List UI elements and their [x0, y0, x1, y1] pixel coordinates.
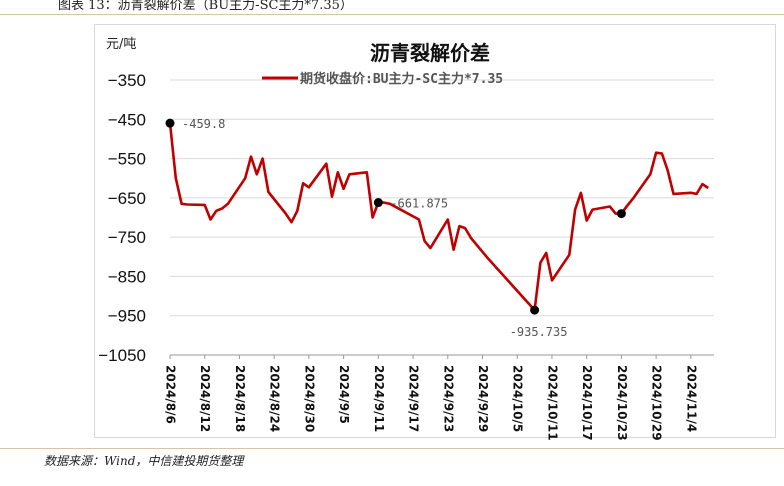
source-note: 数据来源：Wind，中信建投期货整理: [44, 454, 244, 468]
annotation-label: -459.8: [182, 117, 225, 131]
annotation-label: -661.875: [390, 197, 448, 211]
y-tick-label: −650: [108, 189, 146, 208]
legend: 期货收盘价:BU主力-SC主力*7.35: [262, 71, 503, 87]
y-axis-ticks: −350 −450 −550 −650 −750 −850 −950 −1050: [98, 71, 146, 365]
annotation-point: [530, 305, 540, 315]
x-tick-label: 2024/10/29: [650, 365, 664, 441]
figure-caption: 图表 13：沥青裂解价差（BU主力-SC主力*7.35）: [58, 0, 353, 13]
x-tick-label: 2024/10/17: [580, 365, 594, 441]
y-tick-label: −850: [108, 267, 146, 286]
x-tick-label: 2024/8/24: [268, 365, 282, 432]
x-tick-label: 2024/11/4: [684, 365, 698, 432]
series-line: [168, 122, 709, 312]
y-tick-label: −1050: [98, 346, 146, 365]
gridlines: [170, 79, 714, 317]
y-tick-label: −550: [108, 150, 146, 169]
x-tick-label: 2024/10/5: [511, 365, 525, 432]
annotation-point: [165, 118, 175, 128]
y-tick-label: −450: [108, 110, 146, 129]
x-tick-label: 2024/9/11: [372, 365, 386, 432]
x-axis-ticks: 2024/8/6 2024/8/12 2024/8/18 2024/8/24 2024/…: [164, 355, 698, 441]
source-divider: [0, 448, 784, 449]
x-tick-label: 2024/10/23: [615, 365, 629, 441]
x-tick-label: 2024/8/12: [198, 365, 212, 432]
caption-divider: [0, 14, 784, 15]
y-axis-label: 元/吨: [106, 37, 136, 52]
annotation-label: -935.735: [510, 325, 568, 339]
y-tick-label: −350: [108, 71, 146, 90]
x-tick-label: 2024/9/17: [407, 365, 421, 432]
x-tick-label: 2024/8/18: [233, 365, 247, 432]
x-tick-label: 2024/8/30: [302, 365, 316, 432]
y-tick-label: −750: [108, 228, 146, 247]
chart-title: 沥青裂解价差: [370, 41, 490, 65]
chart-frame: [94, 24, 776, 438]
x-tick-label: 2024/9/5: [337, 365, 351, 424]
annotation-point: [373, 198, 383, 208]
x-tick-label: 2024/9/23: [441, 365, 455, 432]
annotation-point: [616, 209, 626, 219]
x-tick-label: 2024/10/11: [545, 365, 559, 441]
x-tick-label: 2024/8/6: [164, 365, 178, 424]
legend-label: 期货收盘价:BU主力-SC主力*7.35: [300, 71, 503, 87]
annotation-markers: -459.8 -661.875 -935.735: [165, 117, 626, 339]
x-tick-label: 2024/9/29: [476, 365, 490, 432]
y-tick-label: −950: [108, 307, 146, 326]
